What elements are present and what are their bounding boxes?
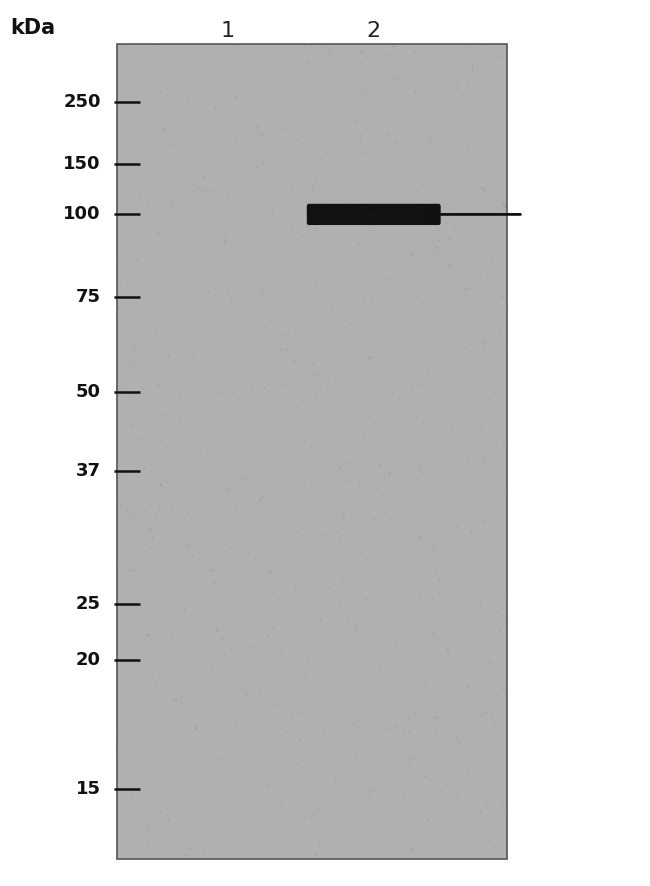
Text: 15: 15 bbox=[76, 780, 101, 797]
Bar bbox=[117, 44, 507, 859]
Text: 250: 250 bbox=[63, 93, 101, 111]
Text: 37: 37 bbox=[76, 462, 101, 480]
Text: 100: 100 bbox=[63, 206, 101, 223]
Text: 2: 2 bbox=[367, 21, 381, 41]
Text: 25: 25 bbox=[76, 595, 101, 613]
Text: 1: 1 bbox=[220, 21, 235, 41]
FancyBboxPatch shape bbox=[307, 204, 441, 225]
Text: 75: 75 bbox=[76, 288, 101, 306]
Text: 150: 150 bbox=[63, 155, 101, 173]
Text: 20: 20 bbox=[76, 651, 101, 669]
Text: 50: 50 bbox=[76, 383, 101, 400]
Text: kDa: kDa bbox=[10, 19, 55, 38]
